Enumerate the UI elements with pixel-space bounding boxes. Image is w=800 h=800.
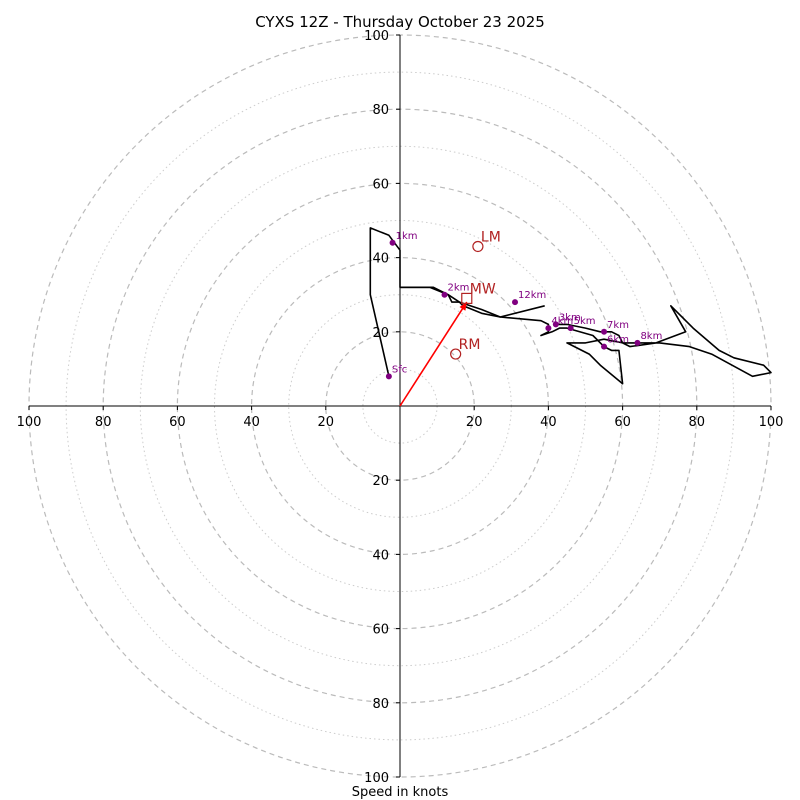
x-axis-label: Speed in knots (352, 785, 449, 800)
altitude-label-2: 2km (448, 283, 470, 294)
series-line-hodograph (369, 227, 772, 385)
series-line-upper-branch (400, 286, 545, 318)
y-tick-label-4: 20 (372, 326, 389, 341)
altitude-label-1: 1km (396, 231, 418, 242)
tick-labels: 100 80 60 40 20 20 40 60 80 100 100 80 60 40 20 20 40 60 8… (17, 29, 784, 786)
x-tick-label-3: 40 (243, 415, 260, 430)
altitude-marker-5 (567, 325, 574, 332)
storm-motion-vector (399, 301, 468, 407)
storm-motion-label-2: RM (459, 337, 481, 353)
y-tick-label-7: 60 (372, 623, 389, 638)
altitude-marker-9 (512, 299, 519, 306)
x-tick-label-4: 20 (318, 415, 335, 430)
y-tick-label-2: 60 (372, 177, 389, 192)
y-tick-label-6: 40 (372, 548, 389, 563)
altitude-label-5: 5km (574, 316, 596, 327)
x-tick-label-2: 60 (169, 415, 186, 430)
altitude-marker-6 (601, 343, 608, 350)
altitude-marker-2 (441, 291, 448, 298)
storm-motion-marker-2 (450, 348, 462, 360)
y-tick-label-3: 40 (372, 252, 389, 267)
altitude-marker-1 (389, 239, 396, 246)
x-tick-label-7: 60 (614, 415, 631, 430)
x-tick-label-9: 100 (759, 415, 784, 430)
altitude-marker-8 (634, 339, 641, 346)
y-tick-label-9: 100 (364, 771, 389, 786)
altitude-marker-7 (601, 328, 608, 335)
x-tick-label-8: 80 (689, 415, 706, 430)
altitude-label-4: 4km (551, 316, 573, 327)
x-tick-label-6: 40 (540, 415, 557, 430)
altitude-label-6: 6km (607, 335, 629, 346)
altitude-label-0: Sfc (392, 364, 407, 375)
altitude-marker-4 (545, 325, 552, 332)
storm-motion-label-0: LM (481, 229, 501, 245)
altitude-label-8: 8km (640, 331, 662, 342)
altitude-marker-0 (385, 373, 392, 380)
storm-motion-marker-0 (472, 240, 484, 253)
y-tick-label-8: 80 (372, 697, 389, 712)
x-tick-label-5: 20 (466, 415, 483, 430)
storm-motion-marker-1 (461, 292, 473, 305)
chart-title: CYXS 12Z - Thursday October 23 2025 (255, 13, 545, 31)
storm-motion-label-1: MW (470, 281, 496, 297)
altitude-marker-3 (552, 321, 559, 328)
x-tick-label-1: 80 (95, 415, 112, 430)
altitude-label-7: 7km (607, 320, 629, 331)
hodograph-series (369, 227, 772, 385)
storm-motion-arrowhead (459, 302, 467, 311)
y-tick-label-5: 20 (372, 474, 389, 489)
motion-vector-layer (399, 301, 468, 407)
altitude-label-9: 12km (518, 290, 546, 301)
y-tick-label-0: 100 (364, 29, 389, 44)
x-tick-label-0: 100 (17, 415, 42, 430)
altitude-label-3: 3km (559, 312, 581, 323)
y-tick-label-1: 80 (372, 103, 389, 118)
storm-motion-markers: LM MW RM (450, 229, 501, 360)
